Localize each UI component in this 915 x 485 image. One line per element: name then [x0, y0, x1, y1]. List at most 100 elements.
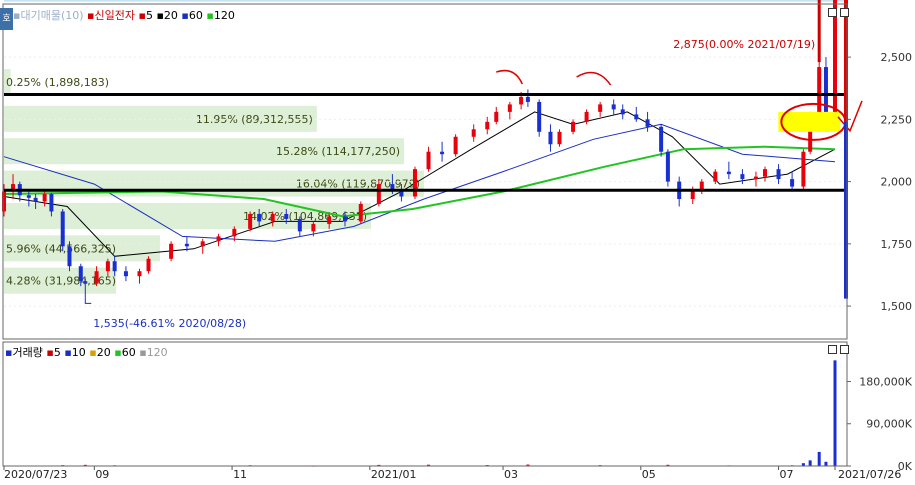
x-tick-label: 05: [642, 468, 656, 481]
volume-profile-legend[interactable]: ▪대기매물(10): [13, 9, 84, 22]
volume-profile-label: 5.96% (44,566,325): [6, 242, 116, 255]
price-legend: ▪대기매물(10) ▪신일전자 ▪5 ▪20 ▪60 ▪120: [13, 7, 235, 23]
candle-body: [257, 213, 262, 222]
vma120-legend[interactable]: ▪120: [139, 346, 168, 359]
candle-body: [33, 197, 38, 202]
side-tab-label: 호: [2, 14, 11, 24]
volume-panel-maximize-button[interactable]: [828, 345, 837, 354]
candle-body: [376, 184, 381, 204]
volume-profile-band: [4, 69, 11, 96]
vma10-legend[interactable]: ▪10: [64, 346, 86, 359]
volume-profile-label: 16.04% (119,870,979): [296, 178, 420, 191]
candle-body: [399, 189, 404, 197]
legend-label: 60: [188, 9, 203, 22]
candle-body: [297, 218, 302, 232]
y-tick-label: 2,000: [881, 176, 913, 189]
legend-label: 5: [53, 346, 61, 359]
candle-body: [327, 216, 332, 224]
candle-body: [123, 271, 128, 277]
vma20-legend[interactable]: ▪20: [89, 346, 111, 359]
legend-label: 10: [71, 346, 86, 359]
volume-legend: ▪거래량 ▪5 ▪10 ▪20 ▪60 ▪120: [5, 344, 168, 360]
candle-body: [801, 151, 806, 187]
candle-body: [60, 211, 65, 247]
candle-body: [270, 213, 275, 222]
x-tick-label: 07: [780, 468, 794, 481]
candle-body: [94, 271, 99, 284]
candle-body: [753, 176, 758, 180]
ma60-legend[interactable]: ▪60: [181, 9, 203, 22]
x-tick-label: 2021/07/26: [838, 468, 901, 481]
candle-body: [284, 213, 289, 219]
candle-body: [790, 179, 795, 187]
candle-body: [426, 151, 431, 170]
candle-body: [659, 126, 664, 152]
y-tick-label: 1,750: [881, 238, 913, 251]
price-panel-frame: [2, 3, 848, 340]
candle-body: [216, 236, 221, 242]
candle-body: [713, 171, 718, 182]
volume-bar: [833, 360, 837, 466]
legend-label: 거래량: [12, 346, 43, 359]
candle-body: [537, 101, 542, 132]
annotation-stroke: [496, 69, 523, 85]
candle-body: [311, 223, 316, 232]
legend-label: 120: [213, 9, 235, 22]
annotation-check: [837, 100, 863, 133]
volume-y-tick-label: 0K: [898, 460, 913, 473]
legend-label: 대기매물(10): [20, 9, 84, 22]
candle-body: [390, 184, 395, 190]
vma60-legend[interactable]: ▪60: [114, 346, 136, 359]
candle-body: [184, 243, 189, 247]
price-panel-close-button[interactable]: [840, 8, 849, 17]
candle-body: [42, 194, 47, 202]
stock-legend[interactable]: ▪신일전자: [87, 9, 135, 22]
vma5-legend[interactable]: ▪5: [46, 346, 61, 359]
candle-body: [471, 129, 476, 137]
candle-body: [776, 169, 781, 180]
volume-bar: [427, 464, 431, 466]
volume-panel-close-button[interactable]: [840, 345, 849, 354]
ma20-line: [3, 111, 836, 257]
y-tick-label: 2,250: [881, 113, 913, 126]
volume-profile-label: 15.28% (114,177,250): [276, 145, 400, 158]
volume-panel-frame: [2, 341, 848, 467]
candle-body: [137, 271, 142, 277]
candle-body: [817, 67, 822, 117]
candle-body: [146, 258, 151, 272]
ma5-legend[interactable]: ▪5: [138, 9, 153, 22]
candle-body: [584, 111, 589, 122]
candle-body: [200, 241, 205, 247]
candle-body: [453, 136, 458, 155]
candle-body: [105, 261, 110, 272]
volume-bar: [808, 460, 812, 466]
candle-body: [611, 104, 616, 110]
candle-body: [440, 151, 445, 155]
volume-bar: [666, 464, 670, 466]
candle-body: [485, 121, 490, 130]
y-tick-label: 1,500: [881, 300, 913, 313]
candle-body: [665, 151, 670, 182]
side-tab[interactable]: 호: [0, 8, 13, 30]
candle-body: [645, 119, 650, 127]
price-panel-maximize-button[interactable]: [828, 8, 837, 17]
legend-label: 120: [146, 346, 168, 359]
candle-body: [169, 243, 174, 259]
candle-body: [808, 116, 813, 152]
ma120-legend[interactable]: ▪120: [206, 9, 235, 22]
legend-label: 신일전자: [94, 9, 135, 22]
ma20-legend[interactable]: ▪20: [156, 9, 178, 22]
candle-body: [78, 266, 83, 282]
volume-bar: [526, 464, 530, 466]
candle-body: [507, 104, 512, 112]
candle-body: [823, 67, 828, 117]
volume-profile-band: [4, 0, 847, 2]
low-marker: [84, 297, 92, 304]
candle-body: [494, 111, 499, 122]
volume-profile-label: 0.25% (1,898,183): [6, 76, 109, 89]
candle-body: [598, 104, 603, 112]
ma60-line: [3, 123, 836, 242]
candle-body: [2, 191, 6, 212]
volume-legend-item[interactable]: ▪거래량: [5, 346, 43, 359]
